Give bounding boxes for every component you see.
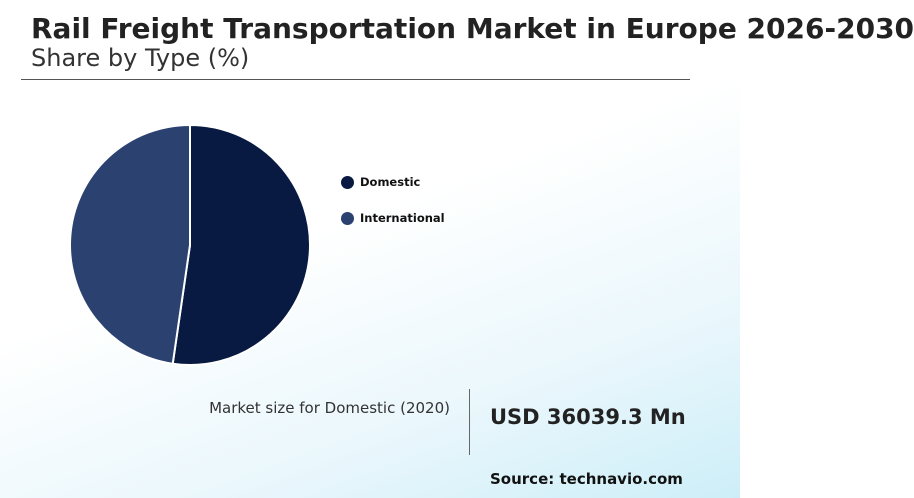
chart-legend: Domestic International (341, 172, 445, 244)
title-divider (21, 79, 690, 80)
legend-label: International (360, 211, 445, 225)
legend-item-domestic: Domestic (341, 172, 445, 192)
legend-item-international: International (341, 208, 445, 228)
legend-swatch (341, 211, 354, 225)
legend-swatch (341, 175, 354, 189)
chart-title: Rail Freight Transportation Market in Eu… (31, 12, 914, 45)
pie-chart (69, 123, 312, 366)
market-size-label: Market size for Domestic (2020) (209, 399, 450, 417)
source-credit: Source: technavio.com (490, 470, 683, 488)
pie-slice-international (69, 123, 191, 365)
pie-slice-domestic (171, 123, 312, 366)
metric-divider (469, 389, 470, 455)
legend-label: Domestic (360, 175, 421, 189)
market-size-value: USD 36039.3 Mn (490, 405, 686, 429)
chart-subtitle: Share by Type (%) (31, 44, 250, 72)
